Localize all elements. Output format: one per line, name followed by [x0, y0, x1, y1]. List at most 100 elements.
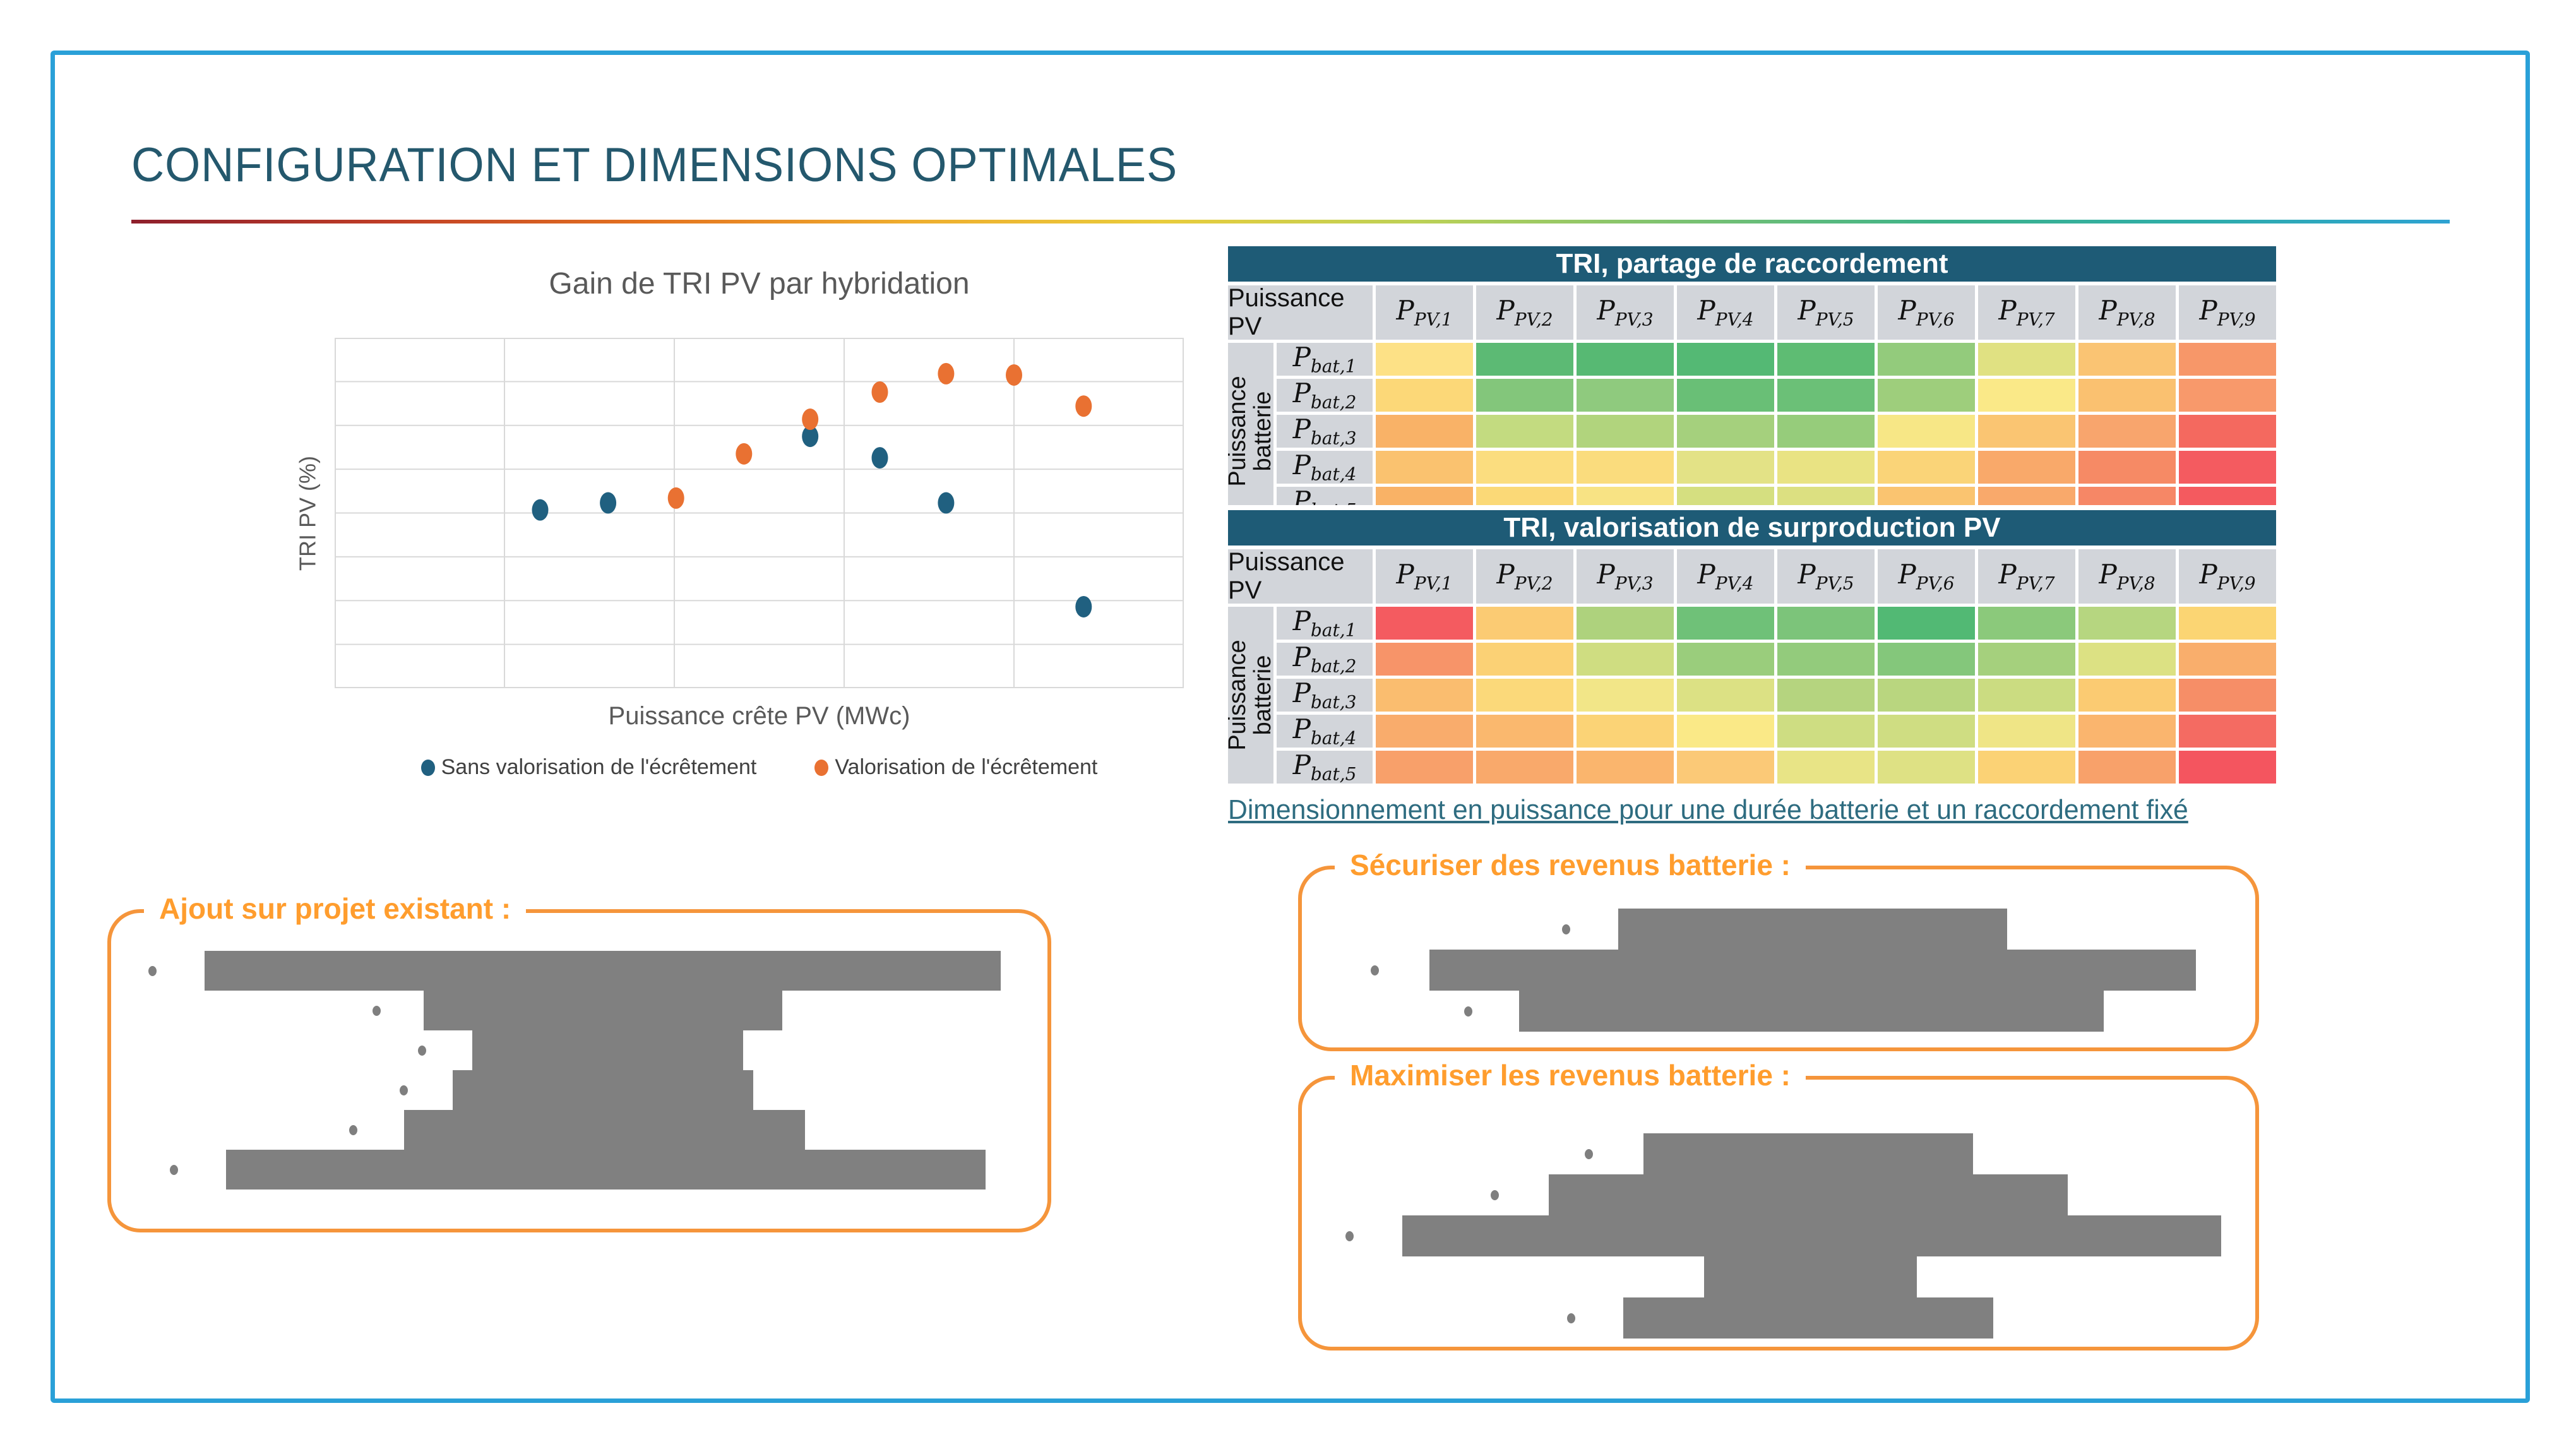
heatmap-cell [1476, 379, 1573, 412]
heatmap-cell [1376, 487, 1473, 505]
redacted-text-bar [1704, 1256, 1917, 1297]
column-header-cell: PPV,3 [1577, 285, 1674, 340]
row-header-cell: Pbat,5 [1277, 749, 1373, 785]
callout-title: Sécuriser des revenus batterie : [1335, 848, 1806, 882]
redacted-text-bar [226, 1150, 986, 1190]
table-tri-valorisation-surproduction: TRI, valorisation de surproduction PV Pui… [1228, 510, 2276, 788]
math-label: Pbat,4 [1292, 713, 1357, 749]
heatmap-cell [1777, 451, 1875, 484]
legend-marker-icon [420, 759, 435, 776]
redacted-text-row [111, 951, 1047, 991]
heatmap-cell [1577, 415, 1674, 448]
heatmap-cell [1878, 415, 1975, 448]
chart-legend: Sans valorisation de l'écrêtement Valoris… [335, 755, 1184, 780]
scatter-chart: Gain de TRI PV par hybridation TRI PV (%… [284, 253, 1231, 821]
heatmap-cell [1577, 679, 1674, 712]
column-header-cell: PPV,9 [2179, 285, 2276, 340]
math-label: Pbat,3 [1292, 677, 1357, 713]
math-label: Pbat,4 [1292, 450, 1357, 485]
column-header-cell: PPV,5 [1777, 285, 1875, 340]
redacted-text-bar [1623, 1297, 1993, 1339]
heatmap-cell [1577, 487, 1674, 505]
heatmap-cell [1577, 607, 1674, 640]
row-header-cell: Pbat,1 [1277, 342, 1373, 377]
column-header-cell: PPV,6 [1878, 285, 1975, 340]
heatmap-cell [1476, 343, 1573, 376]
heatmap-cell [1878, 715, 1975, 748]
heatmap-cell [2078, 679, 2176, 712]
math-label: PPV,9 [2199, 559, 2256, 594]
heatmap-cell [1677, 379, 1774, 412]
heatmap-cell [1878, 379, 1975, 412]
redacted-text-bar [1429, 950, 2197, 991]
redacted-text-bar [1519, 991, 2104, 1032]
heatmap-cell [2179, 715, 2276, 748]
heatmap-cell [1777, 679, 1875, 712]
column-header-cell: PPV,5 [1777, 549, 1875, 604]
bullet-icon [1566, 1313, 1575, 1323]
heatmap-cell [2179, 487, 2276, 505]
heatmap-cell [1476, 715, 1573, 748]
heatmap-cell [1677, 715, 1774, 748]
dimensioning-link[interactable]: Dimensionnement en puissance pour une du… [1228, 794, 2188, 825]
math-label: PPV,2 [1496, 559, 1553, 594]
heatmap-cell [1777, 415, 1875, 448]
heatmap-cell [2078, 415, 2176, 448]
heatmap-cell [1978, 379, 2075, 412]
heatmap-cell [1376, 751, 1473, 784]
heatmap-cell [1376, 715, 1473, 748]
table-title: TRI, valorisation de surproduction PV [1228, 510, 2276, 546]
callout-ajout-projet-existant: Ajout sur projet existant : [107, 891, 1051, 1232]
scatter-point [938, 492, 955, 514]
heatmap-cell [1476, 607, 1573, 640]
heatmap-cell [1376, 451, 1473, 484]
heatmap-cell [1577, 643, 1674, 676]
heatmap-cell [2179, 607, 2276, 640]
heatmap-cell [1878, 679, 1975, 712]
table-title: TRI, partage de raccordement [1228, 246, 2276, 282]
heatmap-cell [1777, 379, 1875, 412]
scatter-point [802, 426, 819, 448]
row-header-cell: Pbat,2 [1277, 378, 1373, 413]
column-header-cell: PPV,2 [1476, 285, 1573, 340]
row-header-cell: Pbat,4 [1277, 450, 1373, 485]
bullet-icon [399, 1085, 408, 1095]
heatmap-cell [1476, 643, 1573, 676]
heatmap-cell [2078, 343, 2176, 376]
heatmap-cell [1978, 715, 2075, 748]
callout-maximiser-revenus-batterie: Maximiser les revenus batterie : [1298, 1058, 2259, 1351]
callout-securiser-revenus-batterie: Sécuriser des revenus batterie : [1298, 848, 2259, 1051]
math-label: Pbat,3 [1292, 414, 1357, 449]
math-label: PPV,9 [2199, 295, 2256, 330]
slide-border-frame [51, 51, 2530, 1403]
heatmap-cell [1476, 487, 1573, 505]
heatmap-cell [2078, 643, 2176, 676]
legend-item: Valorisation de l'écrêtement [814, 755, 1097, 780]
redacted-text-row [1302, 909, 2255, 950]
heatmap-cell [2078, 487, 2176, 505]
bullet-icon [1585, 1148, 1594, 1159]
heatmap-cell [1878, 643, 1975, 676]
heatmap-cell [2078, 715, 2176, 748]
math-label: Pbat,1 [1292, 605, 1357, 641]
redacted-text-bar [404, 1110, 805, 1150]
column-header-cell: PPV,9 [2179, 549, 2276, 604]
column-header-cell: PPV,1 [1376, 549, 1473, 604]
redacted-text-row [111, 1030, 1047, 1070]
heatmap-cell [1376, 607, 1473, 640]
bullet-icon [1490, 1190, 1499, 1200]
heatmap-grid: Puissance PV PPV,1 PPV,2 PPV,3 PPV,4 PPV,5 PPV… [1228, 284, 2276, 505]
redacted-text-bar [205, 951, 1001, 991]
page-title: CONFIGURATION ET DIMENSIONS OPTIMALES [131, 138, 1178, 192]
heatmap-cell [2179, 379, 2276, 412]
column-header-cell: PPV,7 [1978, 549, 2075, 604]
callout-title: Ajout sur projet existant : [144, 891, 527, 926]
row-axis-label: Puissance batterie [1228, 640, 1276, 751]
scatter-point [667, 487, 684, 509]
heatmap-cell [1777, 715, 1875, 748]
heatmap-cell [1577, 451, 1674, 484]
chart-y-axis-label: TRI PV (%) [294, 456, 321, 571]
scatter-point [871, 447, 888, 469]
heatmap-cell [1677, 643, 1774, 676]
callout-title: Maximiser les revenus batterie : [1335, 1058, 1806, 1092]
